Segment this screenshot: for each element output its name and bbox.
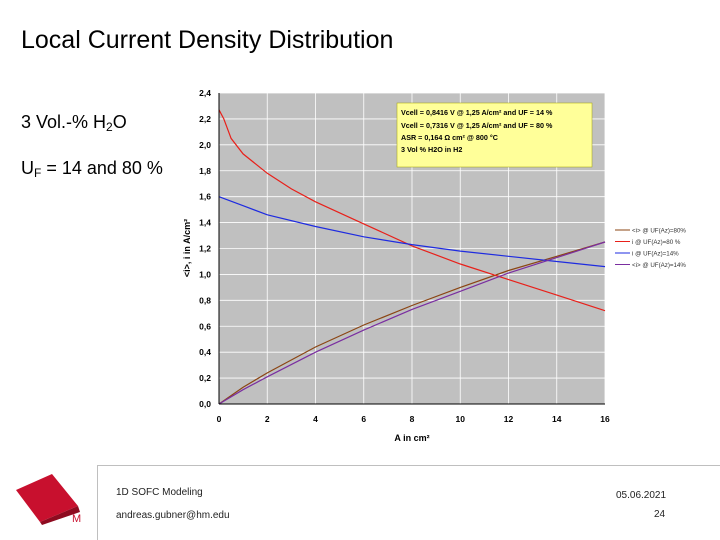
legend-label-1: <i> @ UF(Az)=80% <box>632 228 686 235</box>
logo-shadow <box>40 506 80 525</box>
subtitle2-sub: F <box>34 166 42 180</box>
series-line-2 <box>218 109 606 312</box>
subtitle1-end: O <box>112 112 127 132</box>
axes <box>218 93 605 405</box>
annotation-line-3: ASR = 0,164 Ω cm² @ 800 °C <box>401 133 498 142</box>
legend-label-2: i @ UF(Az)=80 % <box>632 239 681 246</box>
series-line-1 <box>218 241 606 405</box>
series-line-4 <box>218 241 606 405</box>
logo-letter: M <box>72 513 81 525</box>
footer-page-number: 24 <box>654 509 666 520</box>
logo-mark <box>16 474 78 522</box>
footer-email: andreas.gubner@hm.edu <box>116 510 230 521</box>
slide-title: Local Current Density Distribution <box>21 26 394 54</box>
x-tick-label: 14 <box>552 414 562 424</box>
y-tick-label: 2,4 <box>199 88 211 98</box>
y-tick-label: 0,2 <box>199 373 211 383</box>
x-tick-label: 16 <box>600 414 610 424</box>
y-tick-label: 2,2 <box>199 114 211 124</box>
annotation-background <box>396 102 593 168</box>
subtitle2-end: = 14 and 80 % <box>41 158 163 178</box>
y-tick-label: 1,6 <box>199 192 211 202</box>
y-tick-label: 1,0 <box>199 269 211 279</box>
y-tick-label: 0,4 <box>199 347 211 357</box>
legend: <i> @ UF(Az)=80% i @ UF(Az)=80 % i @ UF(Az… <box>615 228 686 269</box>
y-tick-label: 1,4 <box>199 218 211 228</box>
legend-label-3: i @ UF(Az)=14% <box>632 251 679 258</box>
tick-labels: 0 2 4 6 8 10 12 14 16 0,0 0,2 0,4 0,6 0,8 1,0 1,2 1,4 1,6… <box>199 88 610 424</box>
series-line-3 <box>218 196 606 268</box>
x-tick-label: 4 <box>313 414 318 424</box>
legend-label-4: <i> @ UF(Az)=14% <box>632 262 686 269</box>
footer-course-title: 1D SOFC Modeling <box>116 487 203 498</box>
footer-vertical-divider <box>97 465 98 540</box>
x-tick-label: 12 <box>504 414 514 424</box>
y-tick-label: 0,6 <box>199 321 211 331</box>
y-axis-label: <i>, i in A/cm² <box>182 219 192 277</box>
y-tick-label: 1,2 <box>199 244 211 254</box>
series-lines <box>218 109 606 405</box>
current-density-chart: 0 2 4 6 8 10 12 14 16 0,0 0,2 0,4 0,6 0,8 1,0 1,2 1,4 1,6… <box>182 88 686 443</box>
university-logo: M <box>16 474 81 525</box>
x-tick-label: 6 <box>361 414 366 424</box>
subtitle1-main: 3 Vol.-% H <box>21 112 107 132</box>
subtitle2-main: U <box>21 158 34 178</box>
annotation-box: Vcell = 0,8416 V @ 1,25 A/cm² and UF = 1… <box>396 102 593 168</box>
footer-date: 05.06.2021 <box>616 490 667 501</box>
subtitle1-sub: 2 <box>106 120 113 134</box>
x-tick-label: 8 <box>410 414 415 424</box>
x-tick-label: 2 <box>265 414 270 424</box>
x-tick-label: 10 <box>456 414 466 424</box>
subtitle-fuel-utilization: UF = 14 and 80 % <box>21 158 163 180</box>
footer-divider <box>97 465 720 466</box>
y-tick-label: 2,0 <box>199 140 211 150</box>
annotation-line-2: Vcell = 0,7316 V @ 1,25 A/cm² and UF = 8… <box>401 121 553 130</box>
annotation-line-1: Vcell = 0,8416 V @ 1,25 A/cm² and UF = 1… <box>401 108 553 117</box>
subtitle-water-content: 3 Vol.-% H2O <box>21 112 127 134</box>
x-axis-label: A in cm² <box>394 433 429 443</box>
y-tick-label: 0,0 <box>199 399 211 409</box>
y-tick-label: 1,8 <box>199 166 211 176</box>
x-tick-label: 0 <box>217 414 222 424</box>
y-tick-label: 0,8 <box>199 295 211 305</box>
annotation-line-4: 3 Vol % H2O in H2 <box>401 145 462 154</box>
